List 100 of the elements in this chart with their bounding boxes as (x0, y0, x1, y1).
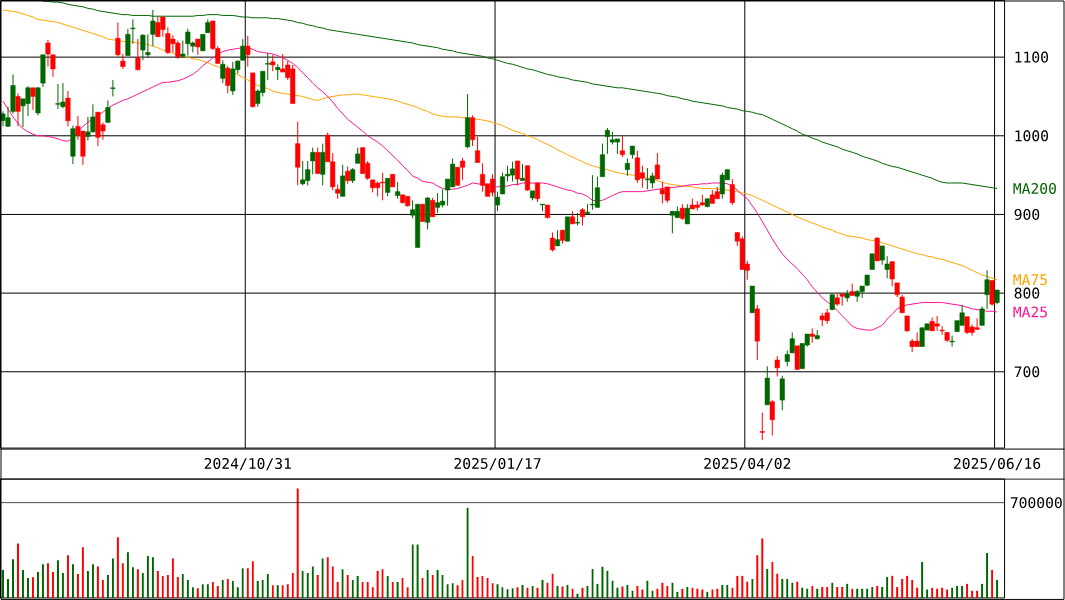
x-tick-label: 2025/04/02 (704, 457, 791, 471)
bar (391, 582, 394, 598)
bar (896, 586, 899, 598)
x-tick-label: 2025/06/16 (954, 457, 1041, 471)
bar (246, 568, 249, 598)
candlestick (949, 335, 955, 348)
bar (416, 544, 419, 598)
bar (371, 587, 374, 598)
candlestick (480, 162, 486, 193)
bar (821, 586, 824, 598)
bar (576, 593, 579, 598)
candlestick (684, 203, 690, 225)
bar (266, 574, 269, 598)
candlestick (729, 178, 735, 206)
bar (581, 587, 584, 598)
bar (781, 578, 784, 598)
bar (256, 581, 259, 598)
bar (271, 585, 274, 598)
bar (306, 573, 309, 598)
bar (881, 586, 884, 598)
candlestick (879, 245, 885, 266)
candlestick (340, 164, 346, 197)
bar (961, 585, 964, 598)
bar (841, 586, 844, 598)
bar (856, 588, 859, 598)
y-tick-label: 900 (1014, 208, 1040, 221)
bar (916, 587, 919, 598)
bar (886, 576, 889, 598)
bar (86, 571, 89, 598)
candlestick (769, 399, 775, 437)
candlestick (105, 99, 111, 123)
candlestick (669, 210, 675, 234)
bar (561, 586, 564, 598)
bar (786, 578, 789, 598)
bar (601, 566, 604, 598)
text: 700000 (1010, 497, 1062, 509)
y-tick-label: 1100 (1015, 51, 1049, 63)
bar (116, 537, 119, 598)
bar (976, 590, 979, 598)
bar (801, 587, 804, 598)
candlestick (619, 135, 625, 158)
candlestick (15, 92, 21, 127)
bar (596, 583, 599, 598)
candlestick (500, 172, 506, 195)
x-tick-label: 2025/01/17 (454, 457, 541, 471)
x-tick-label: 2024/10/31 (204, 457, 291, 471)
bar (286, 584, 289, 598)
bar (36, 572, 39, 598)
bar (131, 567, 134, 598)
bar (766, 568, 769, 598)
candlestick (85, 116, 91, 142)
bar (66, 555, 69, 598)
bar (941, 587, 944, 598)
candlestick (779, 375, 785, 411)
bar (171, 558, 174, 598)
bar (746, 581, 749, 598)
candlestick (315, 147, 321, 175)
bar (216, 586, 219, 598)
bar (476, 577, 479, 598)
bar (196, 588, 199, 598)
bar (396, 582, 399, 598)
bar (866, 588, 869, 598)
bar (26, 578, 29, 598)
series-label: MA25 (1013, 306, 1047, 318)
bar (861, 588, 864, 598)
bar (641, 589, 644, 598)
bar (681, 588, 684, 598)
bar (676, 591, 679, 598)
bar (436, 570, 439, 598)
bar (376, 571, 379, 598)
bar (736, 575, 739, 598)
y-tick-label: 800 (1014, 287, 1040, 299)
candlestick (495, 191, 501, 212)
bar (176, 577, 179, 598)
candlestick (470, 114, 476, 147)
bar (906, 575, 909, 598)
bar (966, 583, 969, 598)
bar (936, 588, 939, 598)
candlestick (225, 65, 231, 94)
bar (796, 581, 799, 598)
bar (876, 585, 879, 598)
bar (96, 566, 99, 598)
candlestick (594, 176, 600, 208)
candlestick (245, 35, 251, 68)
bar (516, 587, 519, 598)
bar (756, 555, 759, 598)
bar (2, 570, 4, 598)
bar (946, 589, 949, 598)
candlestick (599, 143, 605, 178)
bar (11, 559, 14, 598)
bar (846, 583, 849, 598)
bar (411, 544, 414, 598)
bar (761, 538, 764, 598)
candlestick (135, 38, 141, 72)
candlestick (874, 236, 880, 262)
series-label: MA200 (1013, 182, 1056, 195)
bar (46, 563, 49, 598)
bar (716, 588, 719, 598)
series-label: MA75 (1013, 274, 1047, 286)
bar (31, 577, 34, 598)
